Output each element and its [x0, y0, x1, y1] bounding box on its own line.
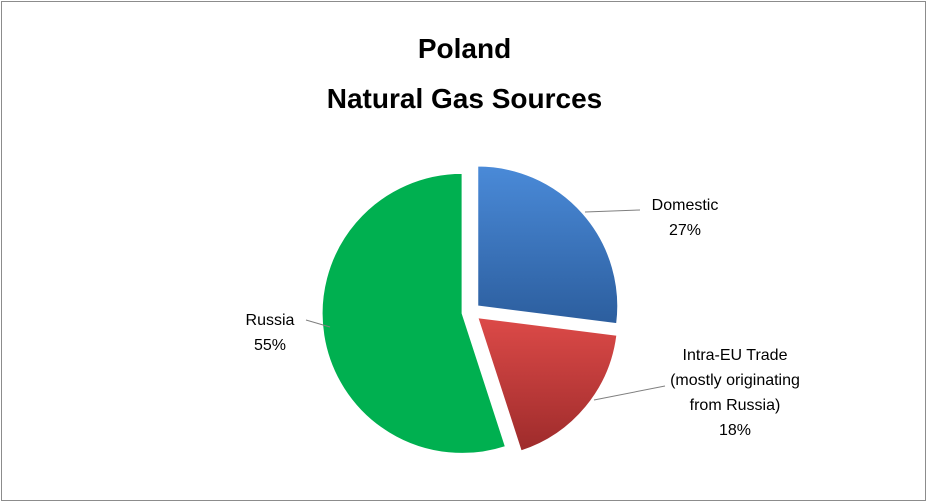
category-label: Russia	[245, 312, 295, 329]
value-label: 55%	[253, 337, 287, 354]
data-label: Domestic 27%	[615, 193, 755, 243]
value-label: 27%	[668, 222, 702, 239]
chart-title: Natural Gas Sources	[326, 83, 603, 114]
data-label: Russia 55%	[215, 308, 325, 358]
leader-line	[584, 209, 641, 213]
chart-title: Poland	[417, 33, 512, 64]
value-label: 18%	[718, 422, 752, 439]
category-label: Intra-EU Trade (mostly originating from …	[670, 347, 800, 414]
pie-slice	[321, 172, 507, 454]
pie-slice	[477, 317, 618, 452]
pie-slice	[477, 165, 619, 325]
data-label: Intra-EU Trade (mostly originating from …	[660, 343, 810, 443]
leader-line	[305, 319, 331, 328]
category-label: Domestic	[651, 197, 719, 214]
leader-line	[593, 385, 666, 401]
